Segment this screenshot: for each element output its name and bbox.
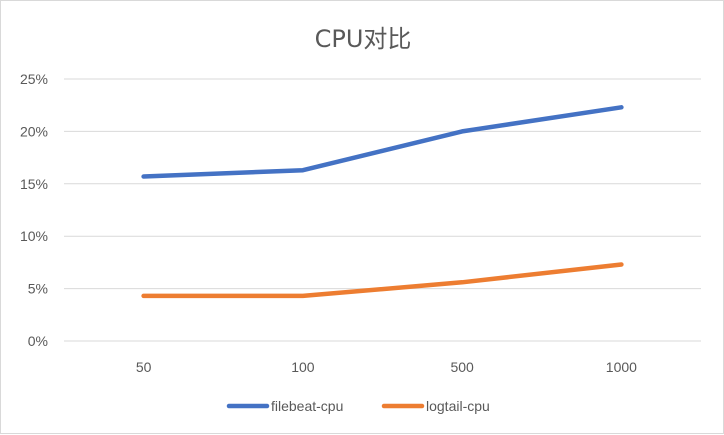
- series-line-filebeat-cpu: [144, 107, 622, 176]
- series-line-logtail-cpu: [144, 265, 622, 296]
- y-tick-label: 5%: [28, 281, 48, 297]
- y-tick-label: 15%: [20, 176, 48, 192]
- x-tick-label: 500: [450, 359, 474, 375]
- legend[interactable]: filebeat-cpu logtail-cpu: [229, 398, 490, 414]
- x-axis-ticks: 50 100 500 1000: [136, 359, 637, 375]
- gridlines: [64, 79, 701, 341]
- legend-label: logtail-cpu: [426, 398, 490, 414]
- x-tick-label: 50: [136, 359, 152, 375]
- x-tick-label: 1000: [606, 359, 637, 375]
- legend-item-logtail-cpu[interactable]: logtail-cpu: [384, 398, 490, 414]
- y-tick-label: 10%: [20, 228, 48, 244]
- chart-title: CPU对比: [315, 25, 412, 53]
- series-lines: [144, 107, 622, 296]
- y-axis-ticks: 0% 5% 10% 15% 20% 25%: [20, 71, 48, 349]
- y-tick-label: 25%: [20, 71, 48, 87]
- legend-item-filebeat-cpu[interactable]: filebeat-cpu: [229, 398, 343, 414]
- y-tick-label: 20%: [20, 123, 48, 139]
- legend-label: filebeat-cpu: [271, 398, 343, 414]
- x-tick-label: 100: [291, 359, 315, 375]
- y-tick-label: 0%: [28, 333, 48, 349]
